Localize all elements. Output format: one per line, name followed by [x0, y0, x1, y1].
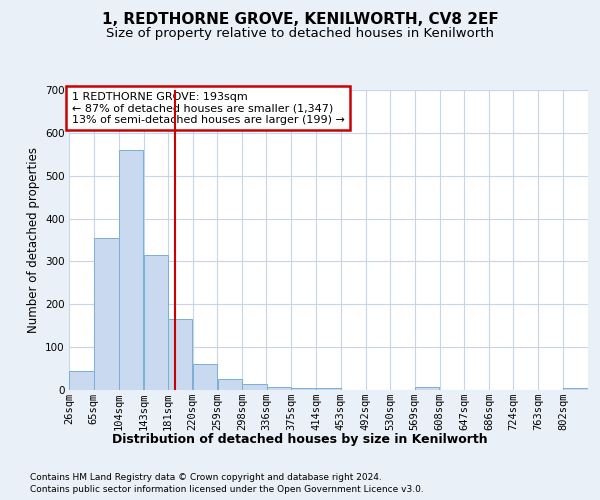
- Text: Contains HM Land Registry data © Crown copyright and database right 2024.: Contains HM Land Registry data © Crown c…: [30, 472, 382, 482]
- Bar: [316, 388, 341, 390]
- Bar: [415, 388, 439, 390]
- Bar: [563, 388, 588, 390]
- Bar: [266, 386, 291, 390]
- Text: 1 REDTHORNE GROVE: 193sqm
← 87% of detached houses are smaller (1,347)
13% of se: 1 REDTHORNE GROVE: 193sqm ← 87% of detac…: [71, 92, 344, 124]
- Bar: [119, 150, 143, 390]
- Bar: [168, 320, 193, 390]
- Bar: [94, 238, 119, 390]
- Text: Size of property relative to detached houses in Kenilworth: Size of property relative to detached ho…: [106, 28, 494, 40]
- Bar: [143, 255, 168, 390]
- Bar: [292, 388, 316, 390]
- Bar: [218, 380, 242, 390]
- Text: Distribution of detached houses by size in Kenilworth: Distribution of detached houses by size …: [112, 432, 488, 446]
- Text: Contains public sector information licensed under the Open Government Licence v3: Contains public sector information licen…: [30, 485, 424, 494]
- Bar: [69, 370, 94, 390]
- Y-axis label: Number of detached properties: Number of detached properties: [26, 147, 40, 333]
- Bar: [242, 384, 267, 390]
- Text: 1, REDTHORNE GROVE, KENILWORTH, CV8 2EF: 1, REDTHORNE GROVE, KENILWORTH, CV8 2EF: [101, 12, 499, 28]
- Bar: [193, 364, 217, 390]
